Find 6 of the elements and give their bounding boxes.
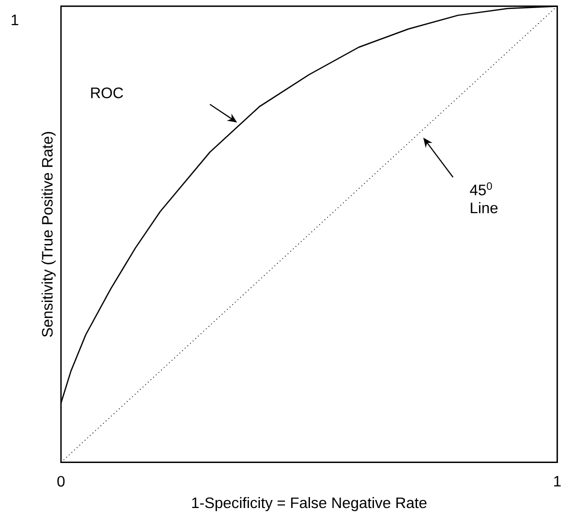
annotation: ROC xyxy=(91,88,124,98)
annotation: 45$^{0}$ Line xyxy=(470,182,498,214)
text: 1 xyxy=(12,14,18,26)
x-axis-title: 1-Specificity = False Negative Rate xyxy=(192,497,426,512)
x-tick-label: 0 xyxy=(57,476,65,487)
y-axis-title: Sensitivity (True Positive Rate) xyxy=(42,132,56,337)
